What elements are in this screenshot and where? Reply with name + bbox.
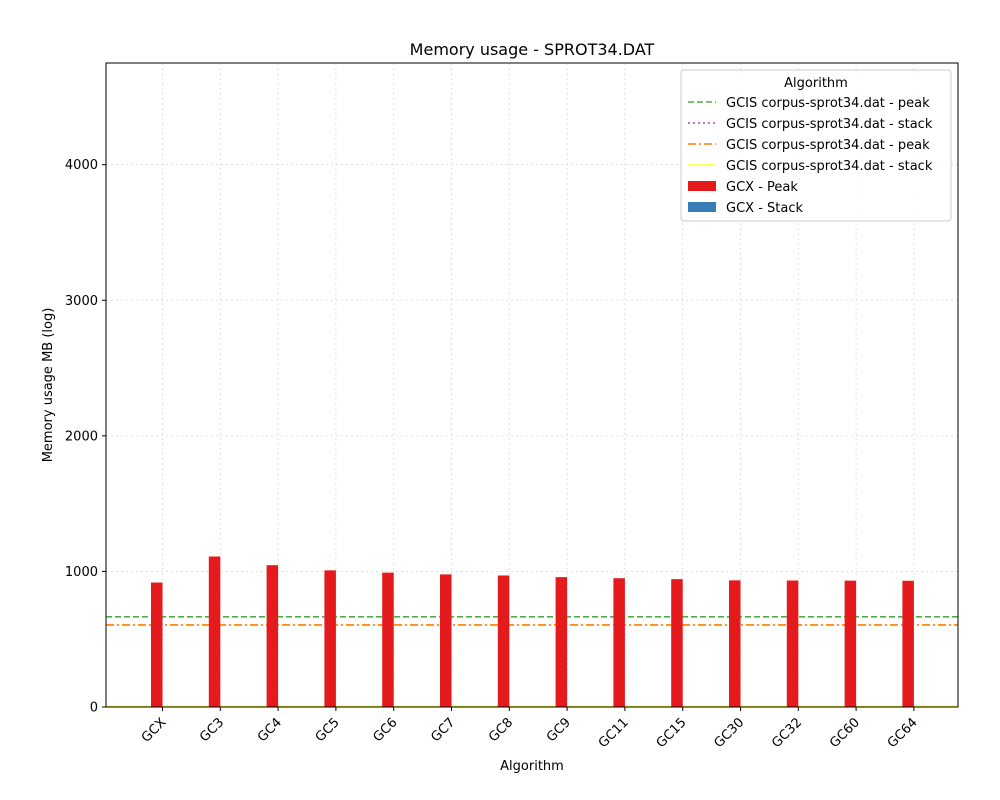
- x-axis-label: Algorithm: [500, 759, 564, 774]
- bar-peak-gc32: [786, 580, 799, 707]
- legend-box: [680, 69, 952, 222]
- legend-label: GCIS corpus-sprot34.dat - peak: [726, 138, 930, 153]
- y-tick-label: 4000: [65, 158, 98, 173]
- y-tick-label: 2000: [65, 429, 98, 444]
- bar-peak-gc3: [208, 556, 221, 707]
- legend-items: GCIS corpus-sprot34.dat - peak GCIS corpu…: [688, 96, 933, 216]
- legend-label: GCX - Peak: [726, 180, 798, 195]
- legend-bar-swatch: [688, 181, 716, 191]
- chart-title: Memory usage - SPROT34.DAT: [410, 40, 655, 59]
- y-tick-label: 3000: [65, 294, 98, 309]
- bar-peak-gc15: [671, 579, 683, 707]
- y-axis-label: Memory usage MB (log): [41, 308, 56, 463]
- bar-peak-gc60: [844, 580, 857, 707]
- y-ticks: 0 1000 2000 3000 4000: [65, 158, 106, 716]
- legend-title: Algorithm: [784, 76, 848, 91]
- bar-peak-gcx: [151, 582, 163, 707]
- bar-peak-gc9: [555, 577, 568, 707]
- bar-peak-gc5: [324, 570, 336, 707]
- bars: [151, 556, 914, 707]
- bar-peak-gc8: [497, 575, 510, 707]
- legend: Algorithm GCIS corpus-sprot34.dat - peak…: [680, 69, 952, 222]
- bar-peak-gc11: [613, 578, 625, 707]
- bar-peak-gc64: [902, 580, 914, 707]
- y-tick-label: 0: [90, 701, 98, 716]
- legend-label: GCX - Stack: [726, 201, 803, 216]
- bar-peak-gc30: [729, 580, 741, 707]
- legend-bar-swatch: [688, 202, 716, 212]
- bar-peak-gc7: [440, 574, 452, 707]
- legend-label: GCIS corpus-sprot34.dat - stack: [726, 159, 933, 174]
- y-tick-label: 1000: [65, 565, 98, 580]
- bar-peak-gc6: [382, 572, 394, 707]
- bar-peak-gc4: [266, 565, 279, 707]
- plot-frame: [105, 62, 959, 708]
- legend-label: GCIS corpus-sprot34.dat - stack: [726, 117, 933, 132]
- legend-label: GCIS corpus-sprot34.dat - peak: [726, 96, 930, 111]
